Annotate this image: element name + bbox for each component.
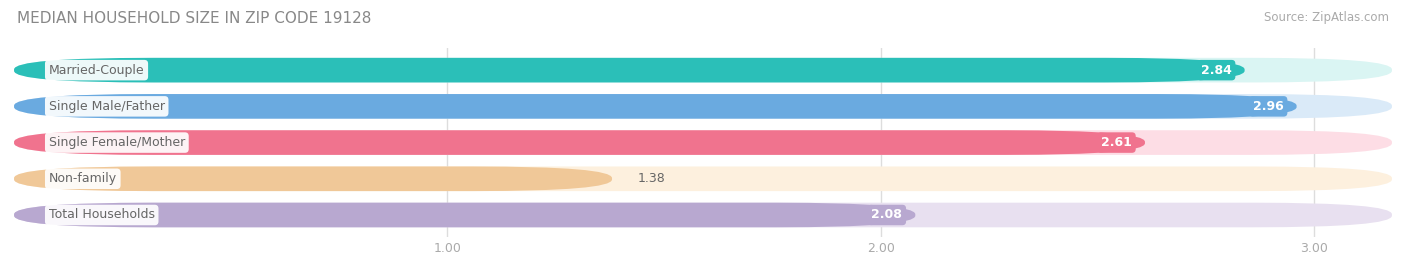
Text: MEDIAN HOUSEHOLD SIZE IN ZIP CODE 19128: MEDIAN HOUSEHOLD SIZE IN ZIP CODE 19128 (17, 11, 371, 26)
Text: 2.96: 2.96 (1253, 100, 1284, 113)
Text: Single Male/Father: Single Male/Father (49, 100, 165, 113)
Text: Married-Couple: Married-Couple (49, 64, 145, 77)
Text: Source: ZipAtlas.com: Source: ZipAtlas.com (1264, 11, 1389, 24)
Text: 2.84: 2.84 (1201, 64, 1232, 77)
Text: Single Female/Mother: Single Female/Mother (49, 136, 186, 149)
Text: Non-family: Non-family (49, 172, 117, 185)
FancyBboxPatch shape (14, 203, 1392, 227)
Text: 2.08: 2.08 (872, 208, 903, 221)
FancyBboxPatch shape (14, 167, 1392, 191)
Text: Total Households: Total Households (49, 208, 155, 221)
FancyBboxPatch shape (14, 58, 1392, 83)
Text: 1.38: 1.38 (638, 172, 666, 185)
FancyBboxPatch shape (14, 130, 1392, 155)
Text: 2.61: 2.61 (1101, 136, 1132, 149)
FancyBboxPatch shape (14, 94, 1296, 119)
FancyBboxPatch shape (14, 130, 1144, 155)
FancyBboxPatch shape (14, 94, 1392, 119)
FancyBboxPatch shape (14, 167, 612, 191)
FancyBboxPatch shape (14, 58, 1244, 83)
FancyBboxPatch shape (14, 203, 915, 227)
